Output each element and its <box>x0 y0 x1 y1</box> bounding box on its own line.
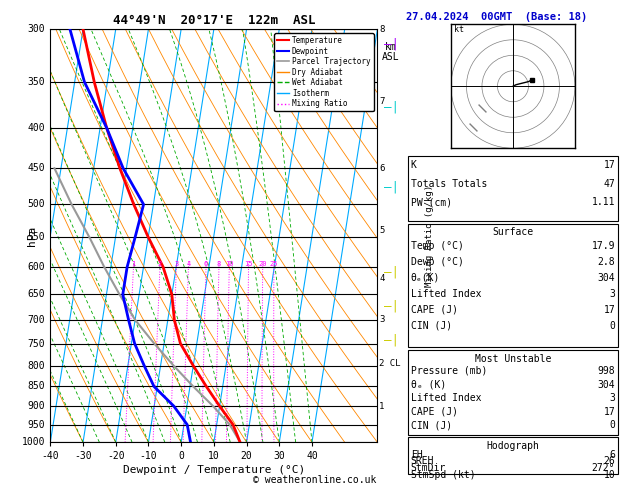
Text: CAPE (J): CAPE (J) <box>411 305 458 315</box>
Text: Dewp (°C): Dewp (°C) <box>411 257 464 267</box>
Text: K: K <box>411 160 416 171</box>
Text: —|: —| <box>384 181 399 193</box>
Text: 8: 8 <box>217 261 221 267</box>
Text: 750: 750 <box>28 339 45 348</box>
Text: CIN (J): CIN (J) <box>411 420 452 431</box>
Text: 900: 900 <box>28 401 45 411</box>
Text: 400: 400 <box>28 123 45 133</box>
Text: 4: 4 <box>379 274 384 283</box>
Text: 550: 550 <box>28 232 45 242</box>
Text: 1.11: 1.11 <box>592 197 615 208</box>
Text: θₑ(K): θₑ(K) <box>411 273 440 283</box>
Text: 2 CL: 2 CL <box>379 359 401 368</box>
Text: PW (cm): PW (cm) <box>411 197 452 208</box>
Text: © weatheronline.co.uk: © weatheronline.co.uk <box>253 475 376 485</box>
Legend: Temperature, Dewpoint, Parcel Trajectory, Dry Adiabat, Wet Adiabat, Isotherm, Mi: Temperature, Dewpoint, Parcel Trajectory… <box>274 33 374 111</box>
Text: kt: kt <box>454 25 464 34</box>
Text: 304: 304 <box>598 380 615 390</box>
Text: StmDir: StmDir <box>411 463 446 473</box>
Text: 3: 3 <box>379 315 384 324</box>
Text: EH: EH <box>411 450 423 460</box>
Text: 7: 7 <box>379 97 384 105</box>
Text: —|: —| <box>384 334 399 347</box>
Text: 650: 650 <box>28 290 45 299</box>
Text: 2: 2 <box>158 261 162 267</box>
Text: 25: 25 <box>270 261 278 267</box>
Text: Temp (°C): Temp (°C) <box>411 241 464 251</box>
Text: 17: 17 <box>603 305 615 315</box>
Text: 6: 6 <box>610 450 615 460</box>
Text: 850: 850 <box>28 382 45 392</box>
Text: Hodograph: Hodograph <box>486 441 540 451</box>
Text: 5: 5 <box>379 226 384 235</box>
Text: 998: 998 <box>598 366 615 376</box>
Text: 2.8: 2.8 <box>598 257 615 267</box>
Text: 6: 6 <box>379 164 384 173</box>
Text: 3: 3 <box>610 393 615 403</box>
Text: Totals Totals: Totals Totals <box>411 179 487 189</box>
Text: CIN (J): CIN (J) <box>411 321 452 331</box>
Text: StmSpd (kt): StmSpd (kt) <box>411 470 476 480</box>
Text: 3: 3 <box>610 289 615 299</box>
Text: 272°: 272° <box>592 463 615 473</box>
Text: km
ASL: km ASL <box>382 42 399 62</box>
X-axis label: Dewpoint / Temperature (°C): Dewpoint / Temperature (°C) <box>123 466 305 475</box>
Text: 3: 3 <box>174 261 179 267</box>
Text: —|: —| <box>384 101 399 113</box>
Text: 350: 350 <box>28 77 45 87</box>
Text: 450: 450 <box>28 163 45 174</box>
Text: 27.04.2024  00GMT  (Base: 18): 27.04.2024 00GMT (Base: 18) <box>406 12 587 22</box>
Text: —|: —| <box>384 37 399 50</box>
Text: 17: 17 <box>603 160 615 171</box>
Title: 44°49'N  20°17'E  122m  ASL: 44°49'N 20°17'E 122m ASL <box>113 14 315 27</box>
Text: 17: 17 <box>603 407 615 417</box>
Text: 1: 1 <box>379 401 384 411</box>
Text: 800: 800 <box>28 361 45 371</box>
Text: 700: 700 <box>28 315 45 325</box>
Text: SREH: SREH <box>411 456 434 467</box>
Text: 304: 304 <box>598 273 615 283</box>
Text: θₑ (K): θₑ (K) <box>411 380 446 390</box>
Text: Most Unstable: Most Unstable <box>475 354 551 364</box>
Text: 300: 300 <box>28 24 45 34</box>
Text: 1000: 1000 <box>22 437 45 447</box>
Text: Lifted Index: Lifted Index <box>411 393 481 403</box>
Text: 0: 0 <box>610 321 615 331</box>
Text: 10: 10 <box>225 261 233 267</box>
Text: 47: 47 <box>603 179 615 189</box>
Text: 600: 600 <box>28 262 45 272</box>
Text: Surface: Surface <box>493 227 533 238</box>
Text: Mixing Ratio (g/kg): Mixing Ratio (g/kg) <box>425 185 434 287</box>
Text: 4: 4 <box>186 261 191 267</box>
Text: 0: 0 <box>610 420 615 431</box>
Text: CAPE (J): CAPE (J) <box>411 407 458 417</box>
Text: 26: 26 <box>603 456 615 467</box>
Text: 950: 950 <box>28 419 45 430</box>
Text: 6: 6 <box>204 261 208 267</box>
Text: Pressure (mb): Pressure (mb) <box>411 366 487 376</box>
Text: —|: —| <box>384 266 399 278</box>
Text: 15: 15 <box>244 261 253 267</box>
Text: 20: 20 <box>259 261 267 267</box>
Text: Lifted Index: Lifted Index <box>411 289 481 299</box>
Text: hPa: hPa <box>27 226 37 246</box>
Text: 500: 500 <box>28 199 45 209</box>
Text: —|: —| <box>384 300 399 312</box>
Text: 8: 8 <box>379 25 384 34</box>
Text: 10: 10 <box>603 470 615 480</box>
Text: 17.9: 17.9 <box>592 241 615 251</box>
Text: 1: 1 <box>131 261 136 267</box>
